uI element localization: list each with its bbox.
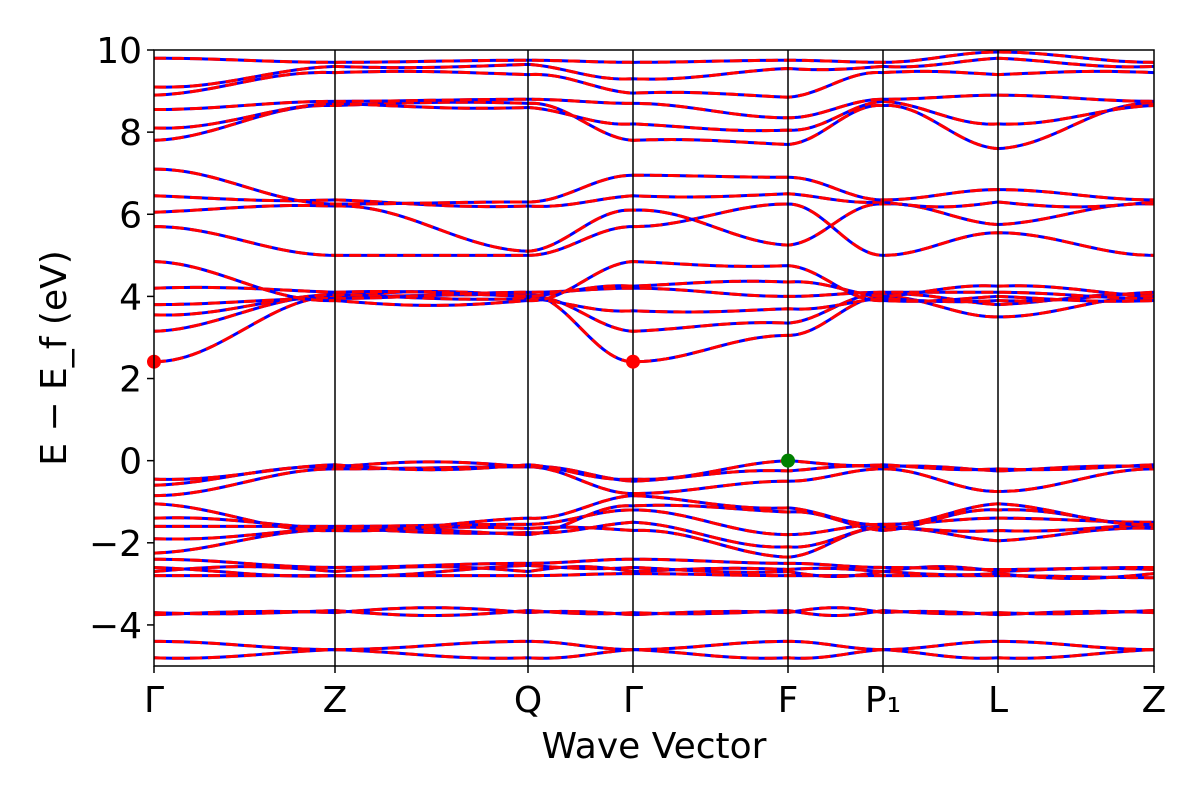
band-spin-down bbox=[154, 465, 1154, 498]
band-spin-up bbox=[154, 609, 1154, 617]
band-spin-down bbox=[154, 69, 1154, 99]
band-spin-up bbox=[154, 563, 1154, 581]
y-tick-label: 10 bbox=[96, 31, 142, 72]
band-spin-up bbox=[154, 50, 1154, 64]
band-spin-up bbox=[154, 557, 1154, 571]
cbm-marker bbox=[626, 354, 640, 369]
band-spin-down bbox=[154, 289, 1154, 333]
x-tick-label: Γ bbox=[144, 680, 164, 721]
band-spin-down bbox=[154, 494, 1154, 533]
extrema-markers bbox=[147, 354, 795, 468]
band-spin-down bbox=[154, 520, 1154, 549]
plot-background bbox=[154, 50, 1154, 666]
x-axis-ticks: Γ Z Q Γ F P₁ L Z bbox=[144, 666, 1166, 721]
y-axis-ticks: −4 −2 0 2 4 6 8 10 bbox=[89, 31, 154, 647]
y-tick-label: 4 bbox=[119, 277, 142, 318]
y-axis-title: E − E_f (eV) bbox=[34, 250, 75, 466]
plot-frame bbox=[153, 49, 1155, 667]
band-spin-up bbox=[154, 648, 1154, 660]
band-spin-down bbox=[154, 459, 1154, 481]
band-spin-up bbox=[154, 279, 1154, 298]
band-spin-down bbox=[154, 202, 1154, 253]
x-tick-label: P₁ bbox=[865, 680, 901, 721]
band-spin-down bbox=[154, 167, 1154, 206]
band-spin-down bbox=[154, 259, 1154, 307]
x-tick-label: Q bbox=[514, 680, 542, 721]
x-tick-label: Z bbox=[323, 680, 348, 721]
band-spin-down bbox=[154, 99, 1154, 133]
vbm-marker bbox=[781, 453, 795, 468]
y-tick-label: −2 bbox=[89, 524, 142, 565]
band-spin-down bbox=[154, 525, 1154, 559]
high-symmetry-lines bbox=[334, 50, 999, 666]
band-spin-up bbox=[154, 192, 1154, 209]
band-spin-down bbox=[154, 93, 1154, 120]
band-spin-down bbox=[154, 56, 1154, 89]
y-tick-label: 8 bbox=[119, 113, 142, 154]
bands-layer bbox=[154, 50, 1154, 660]
x-tick-label: Γ bbox=[623, 680, 643, 721]
band-spin-down bbox=[154, 290, 1154, 317]
x-axis-title: Wave Vector bbox=[542, 726, 767, 767]
band-spin-up bbox=[154, 286, 1154, 307]
x-tick-label: L bbox=[988, 680, 1008, 721]
band-spin-down bbox=[154, 503, 1154, 537]
y-tick-label: 0 bbox=[119, 442, 142, 483]
band-spin-down bbox=[154, 508, 1154, 537]
y-tick-label: 6 bbox=[119, 195, 142, 236]
y-tick-label: −4 bbox=[89, 606, 142, 647]
band-spin-up bbox=[154, 639, 1154, 652]
x-tick-label: F bbox=[778, 680, 799, 721]
y-tick-label: 2 bbox=[119, 360, 142, 401]
x-tick-label: Z bbox=[1142, 680, 1167, 721]
band-spin-down bbox=[154, 202, 1154, 257]
